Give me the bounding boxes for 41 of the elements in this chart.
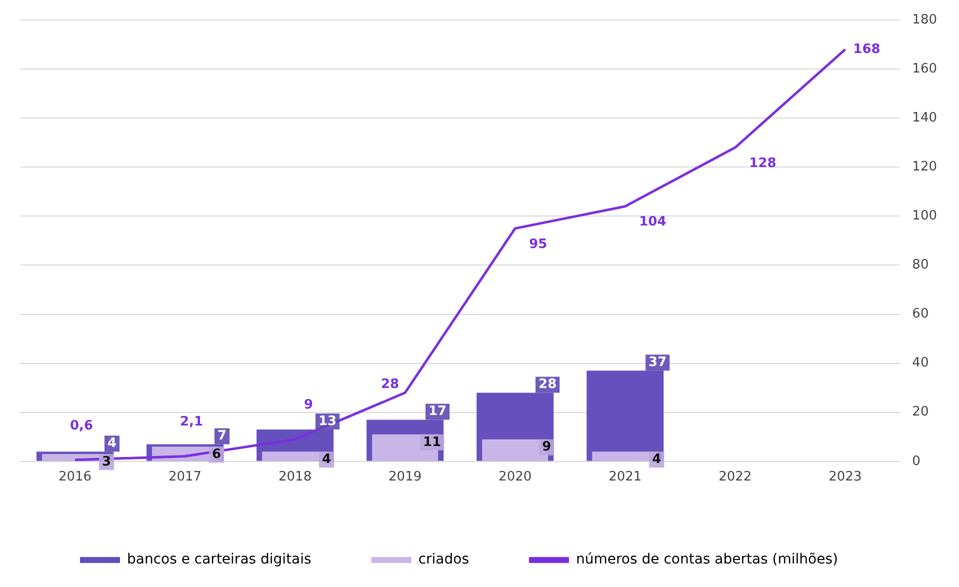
data-label: 168 — [853, 42, 880, 57]
data-label: 4 — [652, 452, 662, 467]
data-label: 13 — [318, 414, 337, 429]
x-tick-label: 2023 — [828, 470, 862, 485]
data-label: 28 — [380, 377, 400, 392]
data-label: 9 — [542, 440, 552, 455]
data-label: 104 — [639, 214, 666, 230]
data-label: 6 — [212, 447, 222, 462]
y-tick-label: 60 — [912, 306, 929, 322]
legend-label: bancos e carteiras digitais — [127, 552, 312, 568]
data-label: 4 — [107, 436, 117, 451]
y-tick-label: 140 — [912, 110, 938, 126]
x-tick-label: 2018 — [278, 470, 312, 485]
y-tick-label: 120 — [912, 160, 938, 175]
x-tick-label: 2017 — [168, 470, 202, 485]
data-label: 17 — [428, 404, 447, 420]
x-tick-label: 2022 — [718, 470, 752, 485]
data-label: 11 — [422, 434, 442, 450]
data-label: 3 — [102, 454, 112, 470]
data-label: 128 — [749, 156, 776, 171]
x-tick-label: 2019 — [388, 470, 422, 485]
data-label: 0,6 — [70, 418, 94, 434]
data-label: 95 — [529, 236, 548, 252]
data-label: 2,1 — [180, 414, 204, 430]
x-tick-label: 2020 — [498, 470, 532, 485]
data-label: 4 — [322, 452, 332, 467]
y-tick-label: 0 — [912, 454, 920, 469]
data-label: 37 — [648, 355, 667, 370]
data-label: 28 — [538, 377, 557, 392]
x-tick-label: 2021 — [608, 470, 642, 485]
legend-label: números de contas abertas (milhões) — [576, 552, 838, 568]
y-tick-label: 80 — [912, 258, 929, 273]
x-tick-label: 2016 — [58, 470, 92, 485]
y-tick-label: 20 — [912, 404, 929, 420]
y-tick-label: 180 — [912, 12, 938, 28]
y-tick-label: 40 — [912, 356, 929, 371]
data-label: 7 — [217, 428, 227, 444]
legend-label: criados — [418, 552, 469, 568]
y-tick-label: 100 — [912, 208, 938, 224]
data-label: 9 — [304, 398, 314, 413]
y-tick-label: 160 — [912, 61, 938, 76]
